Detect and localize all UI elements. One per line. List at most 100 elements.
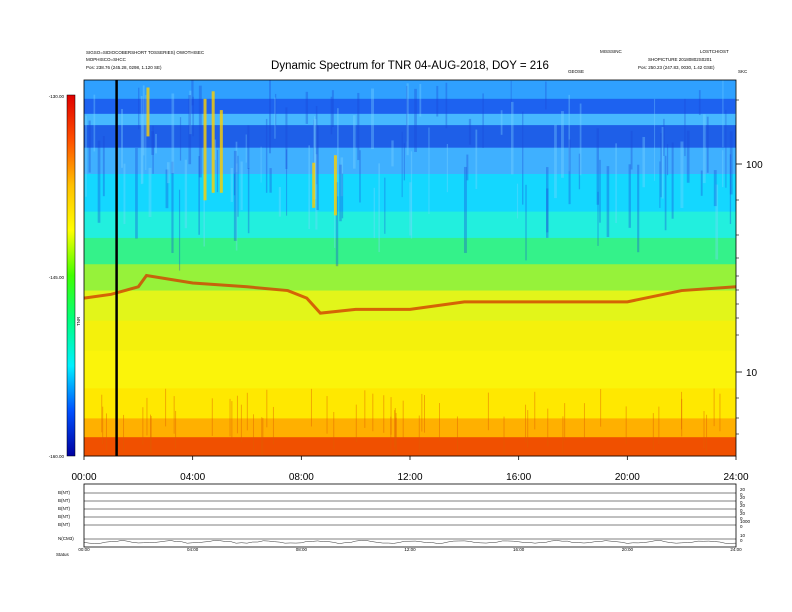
spectrum-streak (686, 130, 690, 183)
spectrum-band (84, 320, 736, 352)
lower-row-label: B(NT) (58, 506, 70, 511)
spectrum-streak (680, 141, 684, 209)
lower-row-tick: 0 (740, 508, 743, 513)
spectrum-streak (564, 403, 566, 441)
lower-x-tick-label: 12:00 (404, 547, 416, 552)
spectrum-burst (211, 91, 215, 193)
spectrum-streak (141, 114, 144, 184)
spectrum-streak (278, 187, 281, 217)
lower-row-label: B(NT) (58, 490, 70, 495)
spectrum-streak (178, 189, 181, 271)
spectrum-streaks (85, 80, 737, 456)
spectrum-streak (419, 83, 422, 117)
spectrum-streak (371, 88, 374, 150)
lower-panel-rows: B(NT)200B(NT)200B(NT)200B(NT)200B(NT)100… (58, 487, 751, 544)
spectrum-streak (706, 414, 708, 453)
spectrum-streak (390, 397, 392, 435)
spectrum-streak (561, 111, 564, 178)
spectrum-streak (101, 394, 103, 433)
spectrum-streak (721, 150, 724, 188)
spectrum-streak (165, 388, 167, 427)
x-tick-label: 20:00 (615, 472, 640, 483)
spectrum-streak (547, 408, 549, 447)
spectrum-band (84, 174, 736, 213)
plasma-line (83, 273, 737, 315)
spectrum-streak (326, 396, 328, 434)
spectrogram: 00:00 04:00 08:00 12:00 16:00 20:00 24:00 1001… (71, 79, 763, 483)
spectrum-streak (436, 85, 439, 117)
spectrum-streak (663, 118, 665, 156)
colorbar-tick-label: -145.00 (49, 275, 65, 280)
spectrum-streak (145, 95, 147, 171)
spectrum-burst (146, 87, 150, 137)
spectrum-streak (189, 90, 192, 135)
spectrum-streak (333, 411, 335, 450)
spectrum-streak (394, 410, 396, 448)
spectrum-streak (240, 161, 243, 211)
spectrum-burst (333, 155, 337, 216)
spectrum-streak (313, 119, 317, 200)
spectrum-band (84, 290, 736, 322)
spectrum-streak (150, 414, 152, 453)
spectrum-streak (599, 159, 601, 223)
spectrum-streak (579, 103, 582, 176)
spectrum-band (84, 388, 736, 419)
spectrum-streak (597, 191, 599, 246)
spectrum-streak (406, 85, 408, 142)
spectrum-streak (545, 81, 547, 110)
spectrum-streak (414, 88, 417, 152)
spectrum-streak (671, 142, 674, 219)
spectrum-band (84, 350, 736, 389)
spectrum-streak (410, 151, 413, 239)
spectrum-streak (229, 398, 231, 437)
spectrum-streak (378, 163, 380, 253)
spectrum-streak (211, 398, 213, 436)
spectrum-streak (487, 392, 489, 431)
spectrum-streak (606, 166, 610, 237)
spectrum-streak (545, 167, 549, 238)
spectrum-streak (534, 391, 536, 430)
spectrum-streak (146, 397, 148, 436)
spectrum-streak (468, 118, 472, 145)
lower-row-tick: 20 (740, 503, 746, 508)
spectrum-band (84, 147, 736, 175)
spectrum-streak (403, 143, 405, 181)
spectrum-streak (394, 408, 396, 446)
spectrum-streak (184, 159, 188, 229)
spectrum-streak (233, 173, 236, 196)
spectrum-streak (527, 410, 529, 448)
lower-row-tick: 1000 (740, 519, 751, 524)
spectrum-streak (421, 393, 423, 432)
lower-row-label: B(NT) (58, 498, 70, 503)
spectrum-streak (418, 415, 420, 454)
spectrum-band (84, 264, 736, 292)
x-tick-label: 00:00 (71, 472, 96, 483)
colorbar-tick-label: -160.00 (49, 454, 65, 459)
spectrum-streak (188, 95, 192, 165)
spectrum-burst (219, 110, 223, 193)
spectrum-band (84, 418, 736, 438)
spectrum-streak (596, 128, 599, 205)
spectrum-streak (516, 183, 519, 219)
spectrum-streak (525, 404, 527, 443)
spectrum-streak (272, 406, 274, 445)
lower-row-tick: 0 (740, 524, 743, 529)
spectrum-streak (285, 149, 288, 216)
spectrum-streak (148, 167, 152, 218)
spectrum-streak (439, 402, 441, 441)
spectrum-streak (252, 414, 254, 452)
spectrum-streak (391, 140, 394, 167)
spectrum-burst (203, 98, 207, 201)
spectrum-streak (510, 80, 512, 114)
spectrum-streak (166, 162, 170, 184)
spectrum-streak (357, 92, 360, 161)
colorbar-tick-label: -130.00 (49, 94, 65, 99)
spectrum-streak (135, 148, 138, 239)
lower-x-axis: 00:00 04:00 08:00 12:00 16:00 20:00 24:00 (78, 547, 742, 552)
spectrum-streak (140, 95, 143, 185)
spectrum-streak (578, 153, 581, 190)
spectrum-streak (658, 406, 660, 445)
spectrum-streak (165, 169, 169, 209)
spectrum-bands (84, 80, 736, 457)
spectrum-streak (615, 143, 617, 224)
